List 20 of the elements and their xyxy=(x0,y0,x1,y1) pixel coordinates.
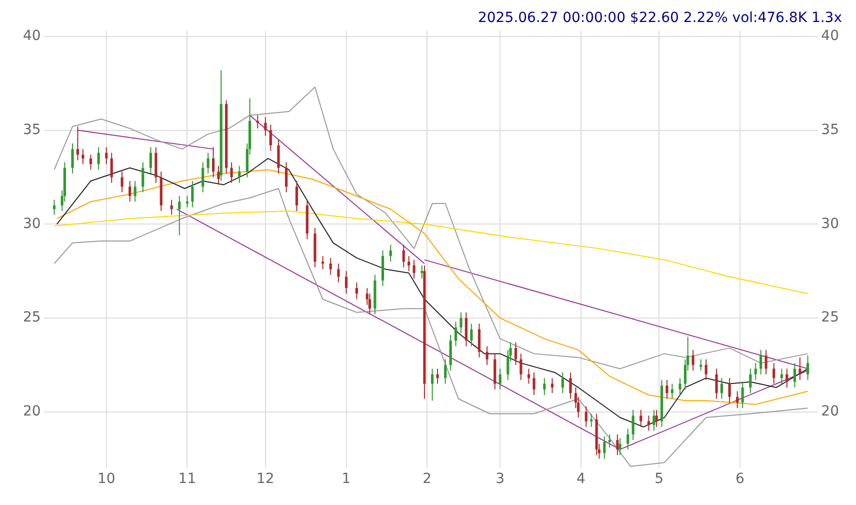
x-tick-label: 10 xyxy=(97,471,116,488)
x-tick-label: 6 xyxy=(736,471,745,488)
y-tick-label: 35 xyxy=(22,122,41,138)
y-tick-label: 20 xyxy=(22,404,41,420)
y-tick-label: 30 xyxy=(22,216,41,232)
x-tick-label: 2 xyxy=(422,471,432,488)
x-tick-label: 1 xyxy=(342,471,351,488)
x-tick-label: 11 xyxy=(178,471,196,488)
chart-title: 2025.06.27 00:00:00 $22.60 2.22% vol:476.8K 1.3x xyxy=(478,10,842,26)
y-tick-label: 25 xyxy=(22,310,41,326)
y2-tick-label: 35 xyxy=(821,122,840,138)
y2-tick-label: 20 xyxy=(821,404,840,420)
x-tick-label: 3 xyxy=(496,471,505,488)
x-tick-label: 12 xyxy=(256,471,274,488)
y2-tick-label: 30 xyxy=(821,216,840,232)
y2-tick-label: 25 xyxy=(821,310,840,326)
x-tick-label: 4 xyxy=(576,471,586,488)
y-tick-label: 40 xyxy=(22,28,41,44)
x-tick-label: 5 xyxy=(654,471,664,488)
y2-tick-label: 40 xyxy=(821,28,840,44)
